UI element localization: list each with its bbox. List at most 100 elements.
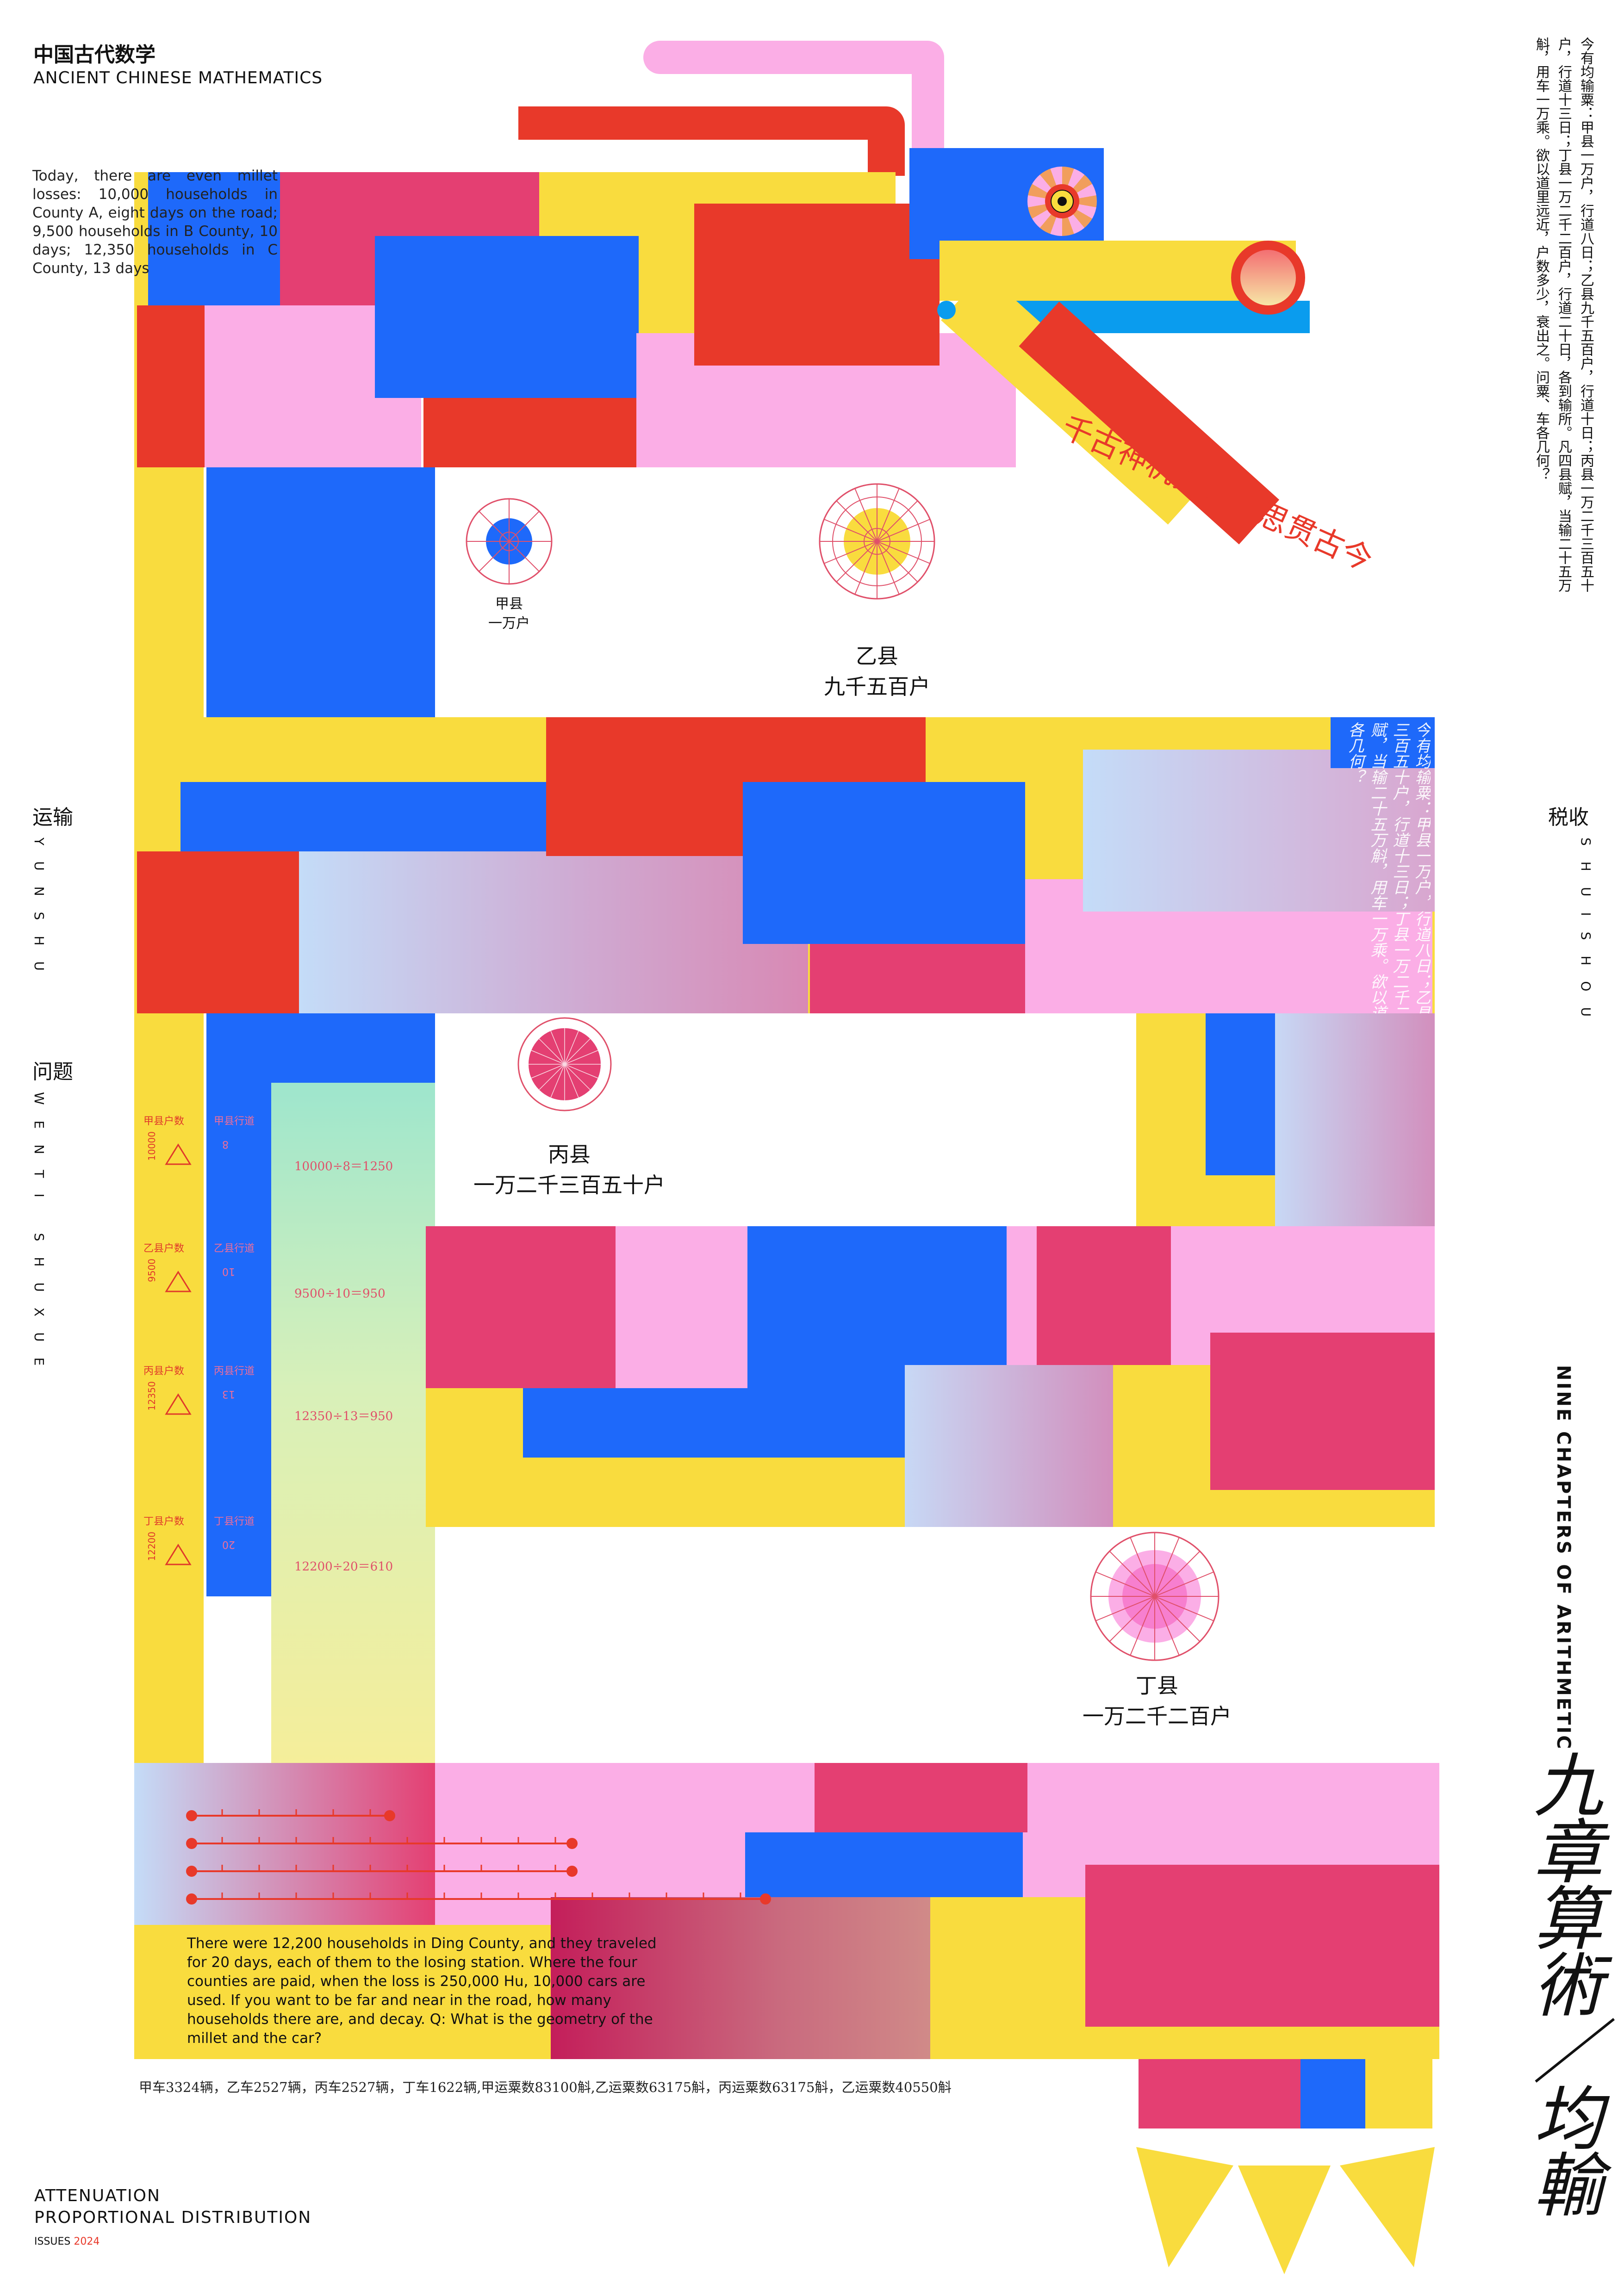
block-red-head (694, 204, 940, 366)
band2-gradient-right (1083, 750, 1435, 912)
label-ding: 丁县 一万二千二百户 (1060, 1670, 1254, 1731)
block-red-left-edge (137, 305, 205, 467)
band2-blue-center (743, 782, 1025, 944)
road-label: 乙县行道 (214, 1243, 255, 1254)
count-value: 12350 (146, 1381, 157, 1411)
band2-red-left (137, 851, 299, 1013)
calc-line: 10000÷8＝1250 (294, 1160, 393, 1173)
dot-yellow (995, 324, 1014, 342)
band4-magenta-left (426, 1226, 616, 1388)
block-blue-top-center (375, 236, 639, 398)
side-label-wenti-en: WENTI SHUXUE (31, 1092, 47, 1382)
label-bing-name: 丙县 (548, 1142, 591, 1167)
count-value: 9500 (146, 1259, 157, 1282)
label-jia-name: 甲县 (495, 596, 523, 612)
calligraphy-title: 九章算術／均輸 (1522, 1749, 1602, 2215)
road-label: 丙县行道 (214, 1365, 255, 1377)
label-ding-name: 丁县 (1136, 1673, 1178, 1698)
antenna-red-h (518, 106, 902, 140)
road-label: 丁县行道 (214, 1516, 255, 1527)
title-zh: 中国古代数学 (33, 43, 156, 67)
antenna-pink-h (643, 41, 940, 74)
band4-yellow-right (1113, 1365, 1210, 1527)
side-label-shuishou-zh: 税收 (1548, 806, 1589, 829)
slogan: 千古神机算，妙思贯古今 (1056, 409, 1378, 578)
sec3-blue-right (1206, 1013, 1275, 1175)
band2-blue-corner (1331, 717, 1435, 768)
triangle-icon (165, 1393, 192, 1415)
band4-pink-left (616, 1226, 747, 1388)
band4-magenta-right (1037, 1226, 1171, 1388)
label-bing-households: 一万二千三百五十户 (473, 1173, 665, 1198)
bottom-magenta-mid (815, 1763, 1027, 1832)
sec3-blue-cap (206, 1013, 435, 1083)
road-value: 8 (222, 1138, 229, 1150)
road-label: 甲县行道 (214, 1116, 255, 1127)
triangle-icon (165, 1143, 192, 1165)
result-line: 甲车3324辆，乙车2527辆，丙车2527辆，丁车1622辆,甲运粟数8310… (139, 2079, 952, 2095)
label-jia-households: 一万户 (488, 615, 530, 632)
ruler-lines (186, 1809, 771, 1905)
eye-pupil-core (1058, 197, 1067, 206)
side-label-yunshu-en: YUNSHU (31, 838, 47, 987)
foot-blue (1300, 2059, 1365, 2128)
triangle-icon (165, 1271, 192, 1292)
band4-blue-lower (523, 1388, 905, 1458)
count-label: 甲县户数 (143, 1116, 185, 1127)
count-value: 12200 (146, 1532, 157, 1561)
footer-line2: PROPORTIONAL DISTRIBUTION (34, 2208, 312, 2227)
problem-text-vertical: 今有均输粟：甲县一万户，行道八日；乙县九千五百户，行道十日；丙县一万二千三百五十… (1533, 37, 1594, 592)
sec3-gradient-right (1275, 1013, 1435, 1226)
band4-gradient (905, 1365, 1113, 1527)
calc-line: 12350÷13＝950 (294, 1409, 393, 1423)
label-jia: 甲县 一万户 (463, 595, 555, 633)
count-label: 丙县户数 (143, 1365, 185, 1377)
band2-magenta (810, 944, 1025, 1013)
calc-line: 12200÷20＝610 (294, 1560, 393, 1574)
count-value: 10000 (146, 1131, 157, 1161)
label-yi-name: 乙县 (856, 644, 898, 669)
nine-chapters-title: NINE CHAPTERS OF ARITHMETIC (1553, 1365, 1574, 1751)
block-blue-sec1 (206, 467, 435, 717)
intro-paragraph: Today, there are even millet losses: 10,… (32, 168, 278, 277)
bottom-magenta-right (1085, 1865, 1439, 2027)
side-label-shuishou-en: SHUISHOU (1578, 838, 1593, 1032)
nose-circle-inner (1240, 250, 1296, 305)
foot-yellow (1365, 2059, 1432, 2128)
sec3-blue-col (206, 1013, 271, 1596)
band2-gradient (299, 851, 808, 1013)
sec3-gradient-col (271, 1083, 435, 1763)
road-value: 10 (222, 1266, 235, 1277)
label-ding-households: 一万二千二百户 (1083, 1704, 1232, 1729)
title-en: ANCIENT CHINESE MATHEMATICS (33, 68, 323, 87)
side-label-yunshu-zh: 运输 (32, 806, 73, 829)
antenna-red-v (868, 106, 905, 176)
side-label-wenti-zh: 问题 (32, 1060, 73, 1084)
wheel-jia (466, 498, 553, 585)
bottom-paragraph: There were 12,200 households in Ding Cou… (187, 1935, 657, 2047)
band4-magenta-far (1210, 1333, 1435, 1490)
bottom-yellow-left (134, 1925, 551, 2059)
footer-issues-label: ISSUES (34, 2236, 71, 2247)
footer-issues: ISSUES 2024 (34, 2236, 100, 2247)
label-bing: 丙县 一万二千三百五十户 (463, 1139, 676, 1200)
pennant-flags (1136, 2147, 1435, 2274)
dot-blue (937, 301, 956, 319)
label-yi-households: 九千五百户 (824, 674, 930, 699)
block-red-lower-top (423, 398, 636, 467)
sec3-yellow-left (134, 1013, 204, 1763)
footer-line1: ATTENUATION (34, 2186, 161, 2205)
count-label: 乙县户数 (143, 1243, 185, 1254)
wheel-yi (819, 483, 935, 600)
footer-issues-year: 2024 (74, 2236, 100, 2247)
block-blue-top-left (148, 172, 287, 306)
foot-magenta (1139, 2059, 1300, 2128)
label-yi: 乙县 九千五百户 (787, 641, 967, 702)
wheel-ding (1090, 1532, 1220, 1661)
calc-line: 9500÷10＝950 (294, 1287, 386, 1301)
band2-blue-left (180, 782, 546, 851)
bottom-gradient-magenta (551, 1897, 930, 2059)
wheel-bing (517, 1017, 612, 1111)
road-value: 13 (222, 1388, 235, 1400)
road-value: 20 (222, 1539, 235, 1550)
